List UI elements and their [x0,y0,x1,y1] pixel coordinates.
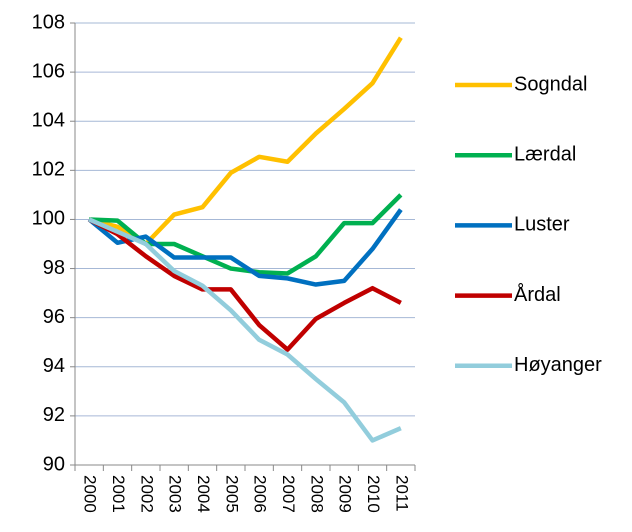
legend-label: Lærdal [514,143,576,165]
line-series [88,217,402,443]
y-tick-label: 106 [32,60,65,82]
x-tick-label: 2007 [279,475,298,513]
x-tick-label: 2010 [364,475,383,513]
y-tick-label: 102 [32,159,65,181]
y-tick-label: 104 [32,110,65,132]
legend-label: Høyanger [514,354,602,376]
x-tick-label: 2009 [336,475,355,513]
line-series [87,208,403,287]
line-series [88,217,402,352]
legend-label: Sogndal [514,73,587,95]
x-tick-label: 2006 [251,475,270,513]
y-tick-label: 96 [43,306,65,328]
y-tick-label: 98 [43,257,65,279]
x-tick-label: 2000 [81,475,100,513]
line-series [89,193,403,276]
y-tick-label: 100 [32,208,65,230]
line-series [88,36,403,247]
x-tick-label: 2008 [307,475,326,513]
x-tick-label: 2004 [194,475,213,513]
y-tick-label: 90 [43,453,65,475]
y-tick-label: 94 [43,355,65,377]
x-tick-label: 2002 [137,475,156,513]
x-tick-label: 2003 [166,475,185,513]
x-tick-label: 2001 [109,475,128,513]
x-tick-label: 2005 [222,475,241,513]
y-tick-label: 92 [43,404,65,426]
x-tick-label: 2011 [392,475,411,512]
y-tick-label: 108 [32,11,65,33]
legend-label: Årdal [514,283,561,306]
legend-label: Luster [514,214,570,236]
